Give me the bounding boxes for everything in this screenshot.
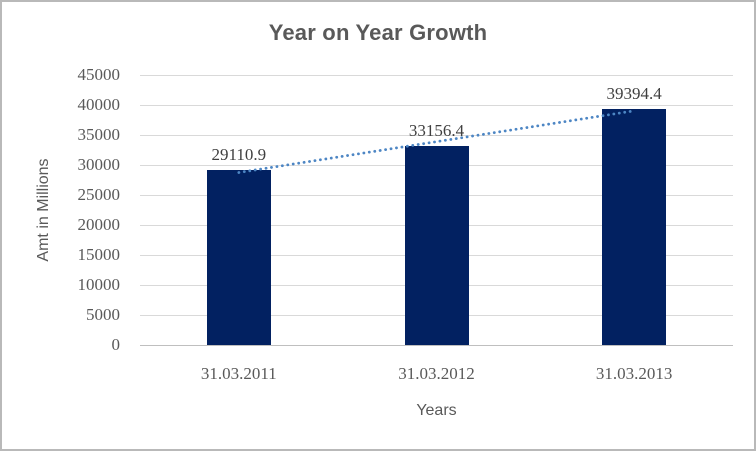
x-axis-title: Years [416,402,457,419]
trendline-path [237,109,636,174]
y-tick-label: 30000 [77,155,121,174]
gridline [140,135,733,136]
y-tick-label: 25000 [77,185,121,204]
gridline [140,75,733,76]
y-tick-label: 0 [111,335,121,354]
bar [602,108,667,345]
y-tick-label: 10000 [77,275,121,294]
category-label: 31.03.2012 [398,364,475,383]
category-label: 31.03.2013 [595,364,673,383]
x-axis-line [140,345,733,346]
y-tick-label: 15000 [77,245,121,264]
gridline [140,105,733,106]
data-label: 33156.4 [408,121,465,141]
chart-title: Year on Year Growth [268,20,488,45]
bar [404,146,469,345]
y-tick-label: 35000 [77,125,121,144]
data-label: 39394.4 [606,83,662,103]
y-tick-label: 5000 [86,305,120,324]
plot-area [140,75,733,346]
y-tick-label: 40000 [77,95,121,114]
y-tick-label: 45000 [77,65,121,84]
y-tick-label: 20000 [77,215,121,234]
trendline [237,109,636,174]
bar [206,170,271,345]
category-label: 31.03.2011 [200,364,277,383]
data-label: 29110.9 [211,145,267,165]
